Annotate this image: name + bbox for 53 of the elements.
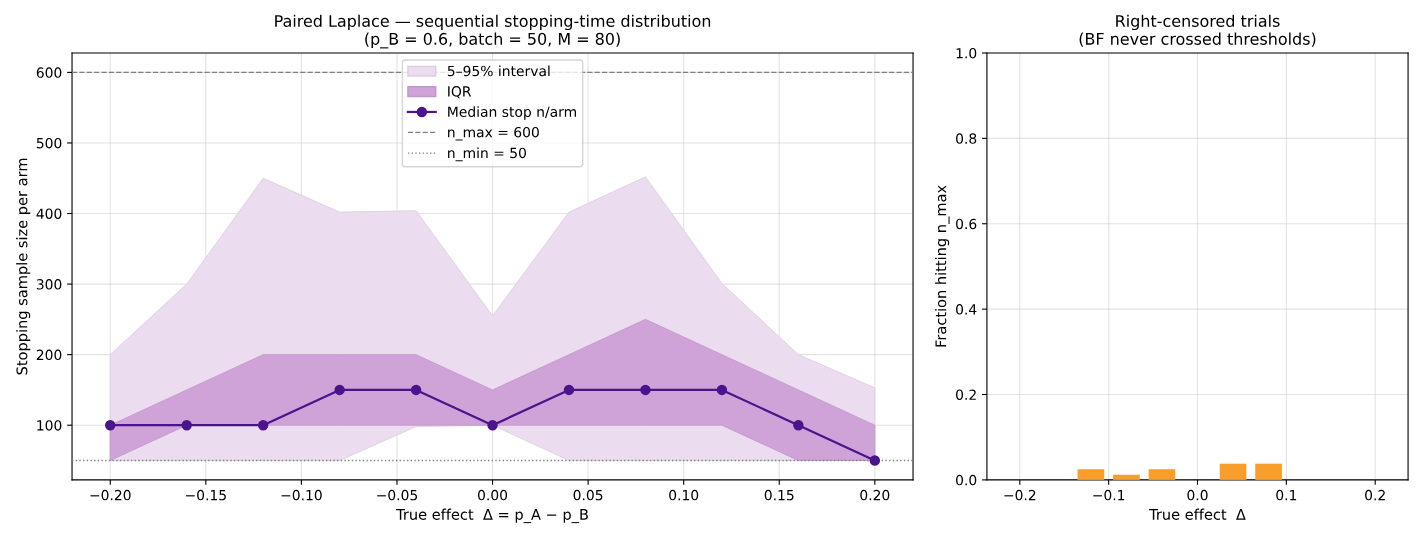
bar: [1219, 463, 1247, 480]
legend-label: 5–95% interval: [447, 65, 550, 77]
point: [105, 420, 116, 431]
y-tick-label: 200: [36, 349, 62, 361]
legend-label: IQR: [448, 86, 472, 99]
y-tick-label: 0.4: [956, 304, 977, 315]
legend-label: n_max = 600: [448, 126, 539, 141]
x-tick-label: −0.10: [281, 489, 322, 501]
point: [563, 384, 575, 396]
x-tick-label: −0.15: [186, 489, 226, 501]
chart-title: Right-censored trials (BF never crossed thresholds): [1079, 14, 1316, 47]
point: [716, 384, 728, 396]
x-tick-label: 0.10: [669, 489, 699, 501]
point: [257, 420, 269, 431]
legend-label: Median stop n/arm: [448, 106, 576, 120]
point: [487, 420, 498, 431]
x-tick-label: −0.05: [377, 489, 418, 501]
x-tick-label: −0.1: [1093, 489, 1125, 501]
y-tick-label: 500: [36, 137, 62, 149]
y-tick-label: 600: [36, 67, 62, 78]
y-tick-label: 300: [36, 279, 62, 290]
bar: [1113, 474, 1140, 480]
bar: [1148, 469, 1176, 480]
x-tick-label: 0.0: [1187, 489, 1208, 501]
chart-title: Paired Laplace — sequential stopping-time distribution (p_B = 0.6, batch = 50, M = 80): [275, 14, 711, 49]
x-tick-label: 0.15: [764, 489, 794, 501]
y-axis-title: Stopping sample size per arm: [16, 158, 31, 375]
y-axis-title: Fraction hitting n_max: [935, 185, 950, 347]
bar: [1255, 463, 1282, 480]
x-tick-label: 0.2: [1365, 489, 1385, 501]
y-tick-label: 0.8: [956, 133, 977, 144]
x-tick-label: −0.20: [90, 489, 131, 501]
y-tick-label: 0.0: [956, 474, 977, 486]
point: [793, 420, 804, 431]
y-tick-label: 100: [37, 420, 62, 431]
y-tick-label: 0.6: [956, 218, 977, 230]
point: [869, 455, 881, 466]
point: [181, 420, 192, 431]
x-tick-label: 0.20: [860, 489, 890, 501]
x-axis-title: True effect Δ: [1149, 508, 1246, 520]
bar: [1077, 469, 1105, 480]
point: [334, 384, 345, 396]
y-tick-label: 400: [36, 208, 62, 219]
legend-label: n_min = 50: [448, 147, 526, 162]
y-tick-label: 1.0: [956, 47, 977, 59]
point: [640, 384, 651, 396]
x-tick-label: −0.2: [1004, 489, 1036, 501]
x-axis-title: True effect Δ = p_A − p_B: [396, 508, 588, 524]
y-tick-label: 0.2: [956, 389, 976, 400]
x-tick-label: 0.1: [1276, 489, 1297, 501]
x-tick-label: 0.00: [478, 489, 508, 501]
x-tick-label: 0.05: [573, 489, 603, 501]
point: [410, 384, 422, 396]
